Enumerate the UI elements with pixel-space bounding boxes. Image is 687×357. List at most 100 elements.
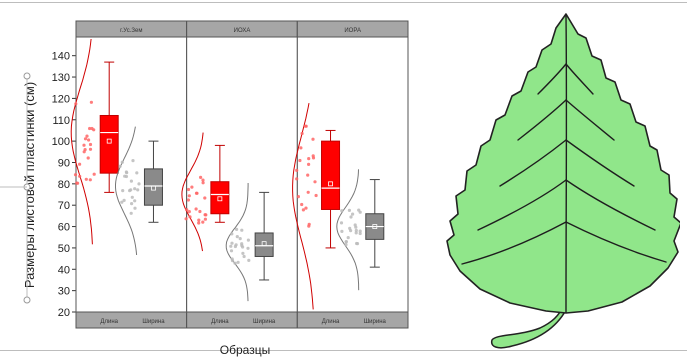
data-point: [133, 187, 137, 191]
data-point: [246, 246, 250, 250]
box-plot-chart: Размеры листовой пластинки (см) Образцы …: [0, 20, 409, 357]
leaf-vein-left-1: [537, 63, 567, 95]
data-point: [201, 220, 205, 224]
data-point: [241, 245, 245, 249]
data-point: [347, 208, 351, 212]
data-point: [348, 226, 352, 230]
mean-marker: [217, 196, 223, 202]
data-point: [240, 242, 244, 246]
data-point: [296, 195, 300, 199]
group-label: Ширина: [142, 319, 165, 325]
data-point: [194, 207, 198, 211]
data-point: [238, 237, 242, 241]
data-point: [190, 185, 194, 189]
y-tick-label: 100: [52, 136, 70, 148]
data-point: [230, 257, 234, 261]
data-point: [340, 209, 344, 213]
data-point: [186, 187, 191, 192]
data-point: [354, 231, 358, 235]
y-tick-label: 110: [52, 115, 70, 127]
data-point: [201, 178, 205, 182]
y-tick-label: 60: [58, 222, 70, 234]
data-point: [136, 188, 140, 192]
red-box: [210, 181, 230, 215]
data-point: [130, 195, 134, 199]
data-point: [198, 209, 202, 214]
red-distribution-curve: [181, 132, 204, 252]
data-point: [301, 208, 305, 212]
data-point: [82, 143, 86, 147]
data-point: [118, 164, 122, 168]
panel-header-label: г.Ус.Зем: [120, 28, 142, 34]
data-point: [235, 227, 239, 231]
data-point: [74, 102, 78, 106]
data-point: [300, 131, 304, 136]
data-point: [229, 244, 233, 248]
data-point: [349, 215, 353, 219]
data-point: [233, 261, 237, 265]
data-point: [304, 124, 308, 128]
leaf-blade: [446, 13, 680, 314]
y-tick-label: 70: [58, 200, 70, 212]
data-point: [120, 160, 124, 164]
data-point: [131, 159, 135, 163]
data-point: [89, 100, 93, 104]
data-point: [187, 194, 191, 198]
data-point: [351, 212, 355, 216]
panel-label-strip: [186, 311, 298, 329]
data-point: [88, 126, 92, 131]
birch-leaf-illustration: [446, 13, 680, 349]
red-distribution-curve: [70, 38, 93, 245]
gray-distribution-curve: [225, 183, 249, 302]
data-point: [313, 180, 317, 184]
data-point: [307, 157, 311, 161]
group-label: Ширина: [253, 319, 276, 325]
leaf-vein-left-3: [499, 139, 567, 187]
data-point: [129, 211, 133, 215]
red-box: [321, 140, 341, 210]
gray-box: [254, 232, 274, 257]
data-point: [203, 196, 207, 200]
data-point: [130, 202, 134, 206]
gray-box: [143, 168, 163, 206]
data-point: [246, 238, 250, 242]
data-point: [133, 206, 137, 210]
panel-header-label: ИОРА: [344, 28, 361, 34]
data-point: [129, 179, 133, 183]
data-point: [88, 178, 92, 182]
data-point: [73, 173, 78, 177]
gray-distribution-curve: [336, 169, 360, 291]
panel-frame: [75, 20, 188, 329]
data-point: [88, 147, 93, 151]
data-point: [230, 232, 234, 236]
y-tick-label: 140: [52, 51, 70, 63]
leaf-vein-right-1: [565, 63, 594, 95]
data-point: [311, 154, 315, 158]
data-point: [311, 137, 315, 141]
data-point: [295, 177, 299, 181]
y-tick-label: 20: [58, 307, 70, 319]
data-point: [344, 240, 348, 244]
mean-marker: [151, 185, 156, 191]
leaf-vein-left-2: [517, 99, 567, 141]
red-distribution-curve: [292, 103, 314, 310]
data-point: [92, 172, 96, 176]
group-label: Ширина: [364, 319, 387, 325]
data-point: [358, 210, 362, 214]
data-point: [240, 228, 244, 232]
data-point: [123, 174, 127, 178]
data-point: [300, 202, 304, 207]
data-point: [135, 171, 139, 175]
y-tick-label: 120: [52, 93, 70, 105]
data-point: [197, 218, 201, 222]
leaf-stem: [490, 305, 567, 349]
title-resize-handle: [23, 296, 31, 304]
data-point: [235, 235, 239, 239]
mean-marker: [106, 138, 112, 144]
data-point: [184, 217, 188, 221]
y-tick-label: 40: [58, 264, 70, 276]
data-point: [230, 241, 234, 245]
data-point: [346, 236, 350, 240]
data-point: [194, 191, 199, 195]
data-point: [133, 199, 137, 203]
